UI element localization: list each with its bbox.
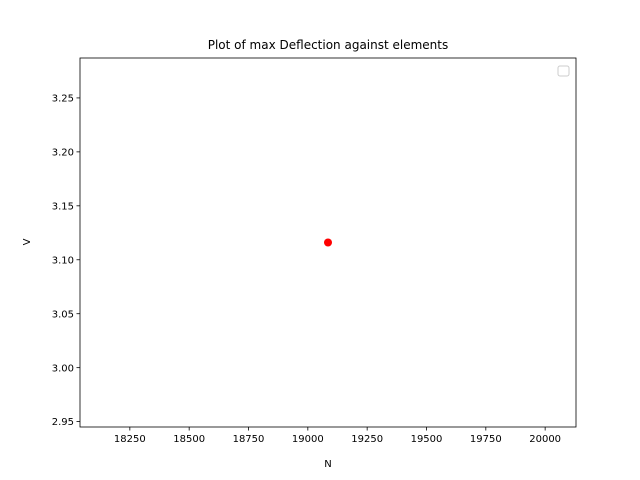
y-tick-label: 3.05 [52,309,74,320]
y-tick-label: 3.20 [52,147,74,158]
chart-title: Plot of max Deflection against elements [208,38,449,52]
x-tick-label: 19000 [292,434,324,445]
data-points [324,238,332,247]
x-tick-label: 18750 [233,434,265,445]
x-axis-label: N [324,459,331,470]
data-point [324,238,332,247]
y-tick-label: 3.15 [52,201,74,212]
x-tick-label: 19250 [351,434,383,445]
y-tick-label: 3.10 [52,255,74,266]
y-axis-label: V [22,238,33,245]
x-tick-label: 19750 [470,434,502,445]
x-tick-label: 18250 [114,434,146,445]
x-tick-label: 18500 [173,434,205,445]
y-tick-label: 3.25 [52,94,74,105]
x-axis-ticks: 18250 18500 18750 19000 19250 19500 19750 20000 [114,427,561,445]
y-tick-label: 2.95 [52,417,74,428]
plot-frame [79,57,577,428]
x-tick-label: 20000 [529,434,561,445]
y-axis-ticks: 2.95 3.00 3.05 3.10 3.15 3.20 3.25 [52,94,80,428]
y-tick-label: 3.00 [52,363,74,374]
legend-box[interactable] [557,65,570,77]
x-tick-label: 19500 [411,434,443,445]
